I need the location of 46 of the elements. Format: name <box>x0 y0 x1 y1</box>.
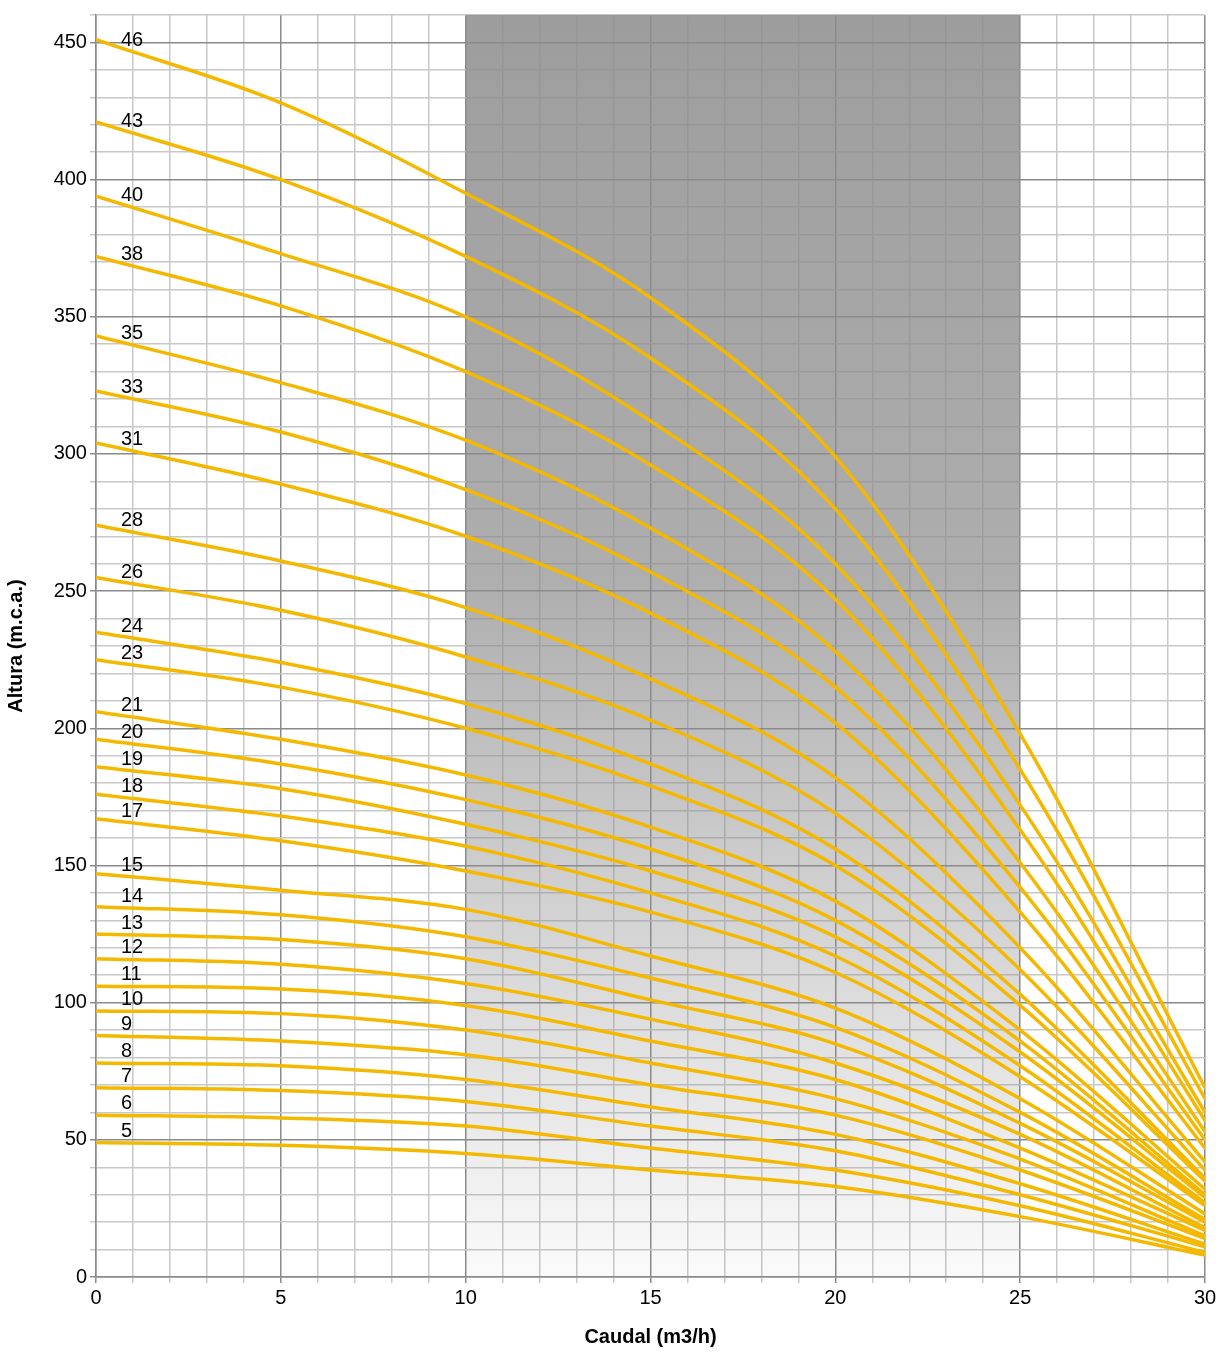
y-tick-label: 50 <box>64 1127 87 1150</box>
series-label: 18 <box>120 774 144 797</box>
x-tick-label: 25 <box>1009 1285 1032 1308</box>
series-label: 12 <box>120 935 144 958</box>
series-label: 35 <box>120 320 144 343</box>
series-label: 11 <box>120 962 142 985</box>
x-tick-label: 0 <box>90 1285 102 1308</box>
x-tick-label: 5 <box>275 1285 287 1308</box>
series-label: 14 <box>120 883 144 906</box>
series-label: 24 <box>120 613 144 636</box>
y-tick-label: 200 <box>53 715 87 738</box>
series-label: 7 <box>120 1063 133 1086</box>
series-label: 23 <box>120 640 144 663</box>
series-label: 38 <box>120 241 144 264</box>
series-label: 15 <box>120 852 144 875</box>
y-tick-label: 0 <box>75 1264 87 1287</box>
series-label: 26 <box>120 559 144 582</box>
x-tick-label: 20 <box>824 1285 847 1308</box>
x-tick-label: 15 <box>639 1285 662 1308</box>
series-label: 6 <box>120 1091 133 1114</box>
series-label: 31 <box>120 426 144 449</box>
y-tick-label: 450 <box>53 29 87 52</box>
series-label: 13 <box>120 910 144 933</box>
series-label: 43 <box>120 109 144 132</box>
y-tick-label: 300 <box>53 441 87 464</box>
series-label: 33 <box>120 374 144 397</box>
y-tick-label: 250 <box>53 578 87 601</box>
series-label: 28 <box>120 507 144 530</box>
y-tick-label: 350 <box>53 304 87 327</box>
series-label: 21 <box>120 692 144 715</box>
series-label: 9 <box>120 1012 133 1035</box>
series-label: 40 <box>120 183 144 206</box>
series-label: 19 <box>120 746 144 769</box>
y-tick-label: 100 <box>53 990 87 1013</box>
series-label: 5 <box>120 1118 133 1141</box>
y-tick-label: 400 <box>53 167 87 190</box>
x-tick-label: 30 <box>1193 1285 1217 1308</box>
x-tick-label: 10 <box>454 1285 477 1308</box>
series-label: 46 <box>120 27 144 50</box>
series-label: 17 <box>120 798 144 821</box>
x-axis-title: Caudal (m3/h) <box>584 1324 717 1347</box>
y-axis-title: Altura (m.c.a.) <box>3 579 26 713</box>
series-label: 20 <box>120 719 144 742</box>
series-label: 8 <box>120 1039 133 1062</box>
series-label: 10 <box>120 986 144 1009</box>
y-tick-label: 150 <box>53 852 87 875</box>
